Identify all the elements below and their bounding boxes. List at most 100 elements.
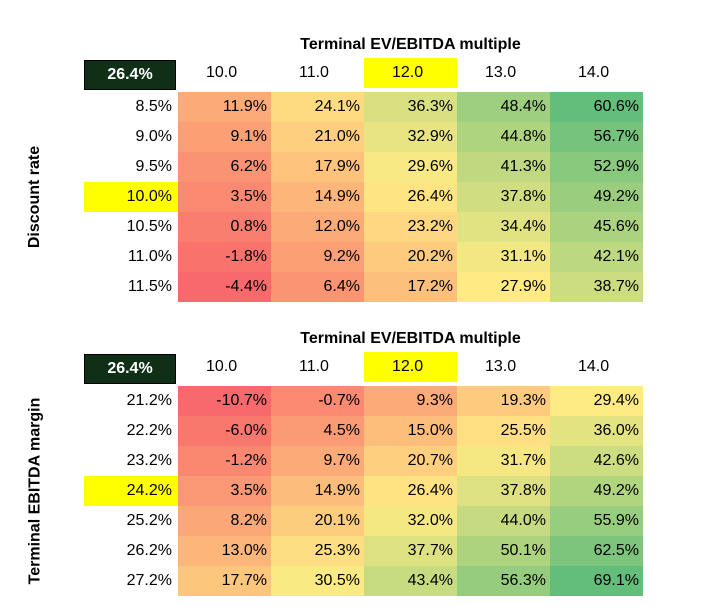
table-cell: 26.4%	[364, 476, 457, 506]
table-cell: 43.4%	[364, 566, 457, 596]
row-header: 9.5%	[135, 158, 172, 175]
row-header: 11.5%	[127, 278, 172, 295]
column-header: 11.0	[299, 64, 329, 81]
table-cell: 24.1%	[271, 92, 364, 122]
table-cell: 17.2%	[364, 272, 457, 302]
table-cell: 44.0%	[457, 506, 550, 536]
row-axis-label: Discount rate	[0, 92, 70, 302]
column-header: 14.0	[578, 358, 610, 375]
table-cell: 12.0%	[271, 212, 364, 242]
table-cell: 34.4%	[457, 212, 550, 242]
table-cell: 25.5%	[457, 416, 550, 446]
table-rows: 21.2% -10.7% -0.7% 9.3% 19.3% 29.4% 22.2% -6.0%…	[84, 386, 643, 596]
table-row: 23.2% -1.2% 9.7% 20.7% 31.7% 42.6%	[84, 446, 643, 476]
table-cell: 25.3%	[271, 536, 364, 566]
table-title: Terminal EV/EBITDA multiple	[300, 330, 521, 347]
row-axis-label: Terminal EBITDA margin	[0, 386, 70, 596]
table-cell: 41.3%	[457, 152, 550, 182]
row-axis-label-text: Discount rate	[26, 145, 43, 249]
table-cell: 56.7%	[550, 122, 643, 152]
row-header-base: 10.0%	[84, 182, 178, 212]
sensitivity-table-ebitda-margin: Terminal EV/EBITDA multiple 26.4% 10.0 1…	[0, 328, 703, 598]
table-cell: 69.1%	[550, 566, 643, 596]
table-cell: 9.3%	[364, 386, 457, 416]
row-header: 9.0%	[135, 128, 172, 145]
table-cell: 56.3%	[457, 566, 550, 596]
table-cell: 55.9%	[550, 506, 643, 536]
table-cell: 20.1%	[271, 506, 364, 536]
table-row: 8.5% 11.9% 24.1% 36.3% 48.4% 60.6%	[84, 92, 643, 122]
table-cell: 14.9%	[271, 476, 364, 506]
table-cell: 45.6%	[550, 212, 643, 242]
table-cell: 32.0%	[364, 506, 457, 536]
table-cell: 48.4%	[457, 92, 550, 122]
table-row: 11.5% -4.4% 6.4% 17.2% 27.9% 38.7%	[84, 272, 643, 302]
table-cell: 37.8%	[457, 182, 550, 212]
base-case-value: 26.4%	[84, 60, 176, 90]
table-cell: 9.7%	[271, 446, 364, 476]
row-axis-label-text: Terminal EBITDA margin	[26, 397, 44, 585]
column-header-base: 12.0	[364, 352, 457, 382]
column-headers: 10.0 11.0 12.0 13.0 14.0	[178, 352, 643, 382]
table-cell: 30.5%	[271, 566, 364, 596]
table-row: 11.0% -1.8% 9.2% 20.2% 31.1% 42.1%	[84, 242, 643, 272]
table-cell: 9.2%	[271, 242, 364, 272]
table-cell: 62.5%	[550, 536, 643, 566]
column-header: 13.0	[485, 64, 517, 81]
table-cell: 6.4%	[271, 272, 364, 302]
row-header-base: 24.2%	[84, 476, 178, 506]
table-cell: 36.0%	[550, 416, 643, 446]
table-row: 21.2% -10.7% -0.7% 9.3% 19.3% 29.4%	[84, 386, 643, 416]
table-cell: 19.3%	[457, 386, 550, 416]
table-cell: 38.7%	[550, 272, 643, 302]
table-row: 25.2% 8.2% 20.1% 32.0% 44.0% 55.9%	[84, 506, 643, 536]
table-cell: 60.6%	[550, 92, 643, 122]
row-header: 21.2%	[126, 392, 172, 409]
table-cell: 11.9%	[178, 92, 271, 122]
row-header: 10.5%	[126, 218, 172, 235]
table-cell: 17.9%	[271, 152, 364, 182]
table-cell: 49.2%	[550, 182, 643, 212]
table-row: 24.2% 3.5% 14.9% 26.4% 37.8% 49.2%	[84, 476, 643, 506]
table-row: 9.0% 9.1% 21.0% 32.9% 44.8% 56.7%	[84, 122, 643, 152]
row-header: 11.0%	[127, 248, 172, 265]
table-cell: 31.1%	[457, 242, 550, 272]
table-cell: -4.4%	[178, 272, 271, 302]
table-cell: -10.7%	[178, 386, 271, 416]
row-header: 26.2%	[126, 542, 172, 559]
table-cell: 31.7%	[457, 446, 550, 476]
table-cell: -1.8%	[178, 242, 271, 272]
table-cell: -6.0%	[178, 416, 271, 446]
column-header: 10.0	[206, 64, 238, 81]
table-cell: 17.7%	[178, 566, 271, 596]
table-row: 10.0% 3.5% 14.9% 26.4% 37.8% 49.2%	[84, 182, 643, 212]
table-cell: 21.0%	[271, 122, 364, 152]
table-cell: 6.2%	[178, 152, 271, 182]
table-row: 26.2% 13.0% 25.3% 37.7% 50.1% 62.5%	[84, 536, 643, 566]
row-header: 27.2%	[126, 572, 172, 589]
table-row: 10.5% 0.8% 12.0% 23.2% 34.4% 45.6%	[84, 212, 643, 242]
table-cell: 32.9%	[364, 122, 457, 152]
base-case-value: 26.4%	[84, 354, 176, 384]
table-cell: 9.1%	[178, 122, 271, 152]
row-header: 25.2%	[126, 512, 172, 529]
table-cell: 15.0%	[364, 416, 457, 446]
table-cell: 20.7%	[364, 446, 457, 476]
table-row: 27.2% 17.7% 30.5% 43.4% 56.3% 69.1%	[84, 566, 643, 596]
table-row: 22.2% -6.0% 4.5% 15.0% 25.5% 36.0%	[84, 416, 643, 446]
column-header: 11.0	[299, 358, 329, 375]
table-title: Terminal EV/EBITDA multiple	[300, 36, 521, 53]
table-cell: 3.5%	[178, 476, 271, 506]
table-cell: 14.9%	[271, 182, 364, 212]
column-header: 10.0	[206, 358, 238, 375]
row-header: 8.5%	[135, 98, 172, 115]
table-cell: 27.9%	[457, 272, 550, 302]
sensitivity-table-discount-rate: Terminal EV/EBITDA multiple 26.4% 10.0 1…	[0, 34, 703, 304]
table-cell: 42.1%	[550, 242, 643, 272]
table-cell: 37.7%	[364, 536, 457, 566]
table-cell: 23.2%	[364, 212, 457, 242]
table-row: 9.5% 6.2% 17.9% 29.6% 41.3% 52.9%	[84, 152, 643, 182]
row-header: 22.2%	[126, 422, 172, 439]
table-cell: 13.0%	[178, 536, 271, 566]
column-header-base: 12.0	[364, 58, 457, 88]
